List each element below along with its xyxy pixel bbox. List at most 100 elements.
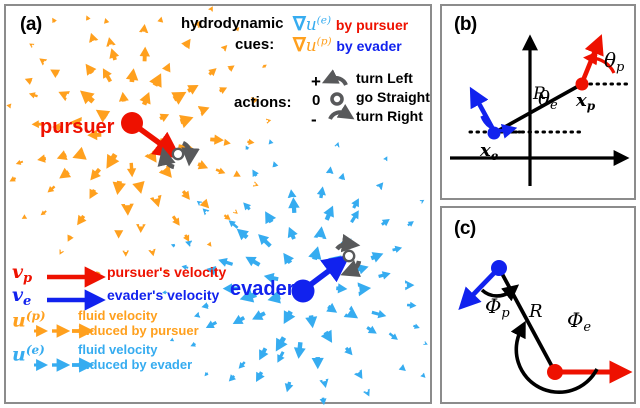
flow-arrow bbox=[338, 172, 346, 181]
flow-arrow bbox=[58, 91, 70, 102]
cues-title-line1: hydrodynamic bbox=[181, 15, 284, 32]
cue-by-evader: by evader bbox=[336, 38, 402, 54]
flow-arrow bbox=[52, 123, 63, 132]
flow-arrow bbox=[371, 310, 387, 319]
flow-arrow bbox=[227, 65, 235, 72]
flow-arrow bbox=[320, 329, 333, 343]
flow-arrow bbox=[125, 68, 139, 83]
flow-arrow bbox=[275, 336, 288, 352]
flow-arrow bbox=[223, 138, 231, 146]
flow-arrow bbox=[163, 270, 168, 275]
flow-arrow bbox=[252, 169, 259, 177]
flow-arrow bbox=[223, 214, 231, 220]
evader-label: evader bbox=[230, 278, 295, 300]
flow-arrow bbox=[197, 106, 210, 117]
flow-arrow bbox=[378, 271, 391, 280]
flow-arrow bbox=[398, 364, 406, 371]
flow-arrow bbox=[220, 45, 228, 52]
flow-arrow bbox=[77, 214, 87, 226]
flow-arrow bbox=[9, 176, 17, 182]
legend-arrows-up-icon bbox=[34, 323, 95, 339]
flow-arrow bbox=[268, 139, 274, 145]
flow-arrow bbox=[205, 320, 218, 328]
flow-arrow bbox=[325, 166, 334, 174]
flow-arrow bbox=[405, 280, 415, 291]
b-xe-sub: e bbox=[490, 149, 499, 164]
legend-row-ue: u(e) bbox=[12, 343, 45, 365]
flow-arrow bbox=[50, 69, 61, 78]
flow-arrow bbox=[208, 6, 213, 12]
flow-arrow bbox=[252, 181, 259, 187]
flow-arrow bbox=[343, 305, 359, 319]
legend-symbol-ve: v bbox=[12, 284, 24, 306]
c-pursuer-dot bbox=[547, 364, 563, 380]
flow-arrow bbox=[104, 18, 110, 24]
flow-arrow bbox=[407, 221, 414, 227]
b-theta-p-symbol: θ bbox=[604, 48, 617, 72]
legend-text-vp: pursuer's velocity bbox=[107, 264, 227, 280]
evader-action-circle bbox=[342, 249, 356, 263]
flow-arrow bbox=[313, 226, 327, 240]
flow-arrow bbox=[239, 288, 257, 303]
flow-arrow bbox=[233, 170, 241, 177]
legend-text-ue-line2: induced by evader bbox=[78, 357, 193, 372]
flow-arrow bbox=[316, 186, 326, 199]
evader-turn-right-arc-icon bbox=[340, 259, 362, 277]
flow-arrow bbox=[132, 181, 145, 194]
panel-c-label: (c) bbox=[454, 218, 476, 239]
flow-arrow bbox=[112, 180, 126, 195]
flow-arrow bbox=[208, 68, 217, 77]
flow-arrow bbox=[334, 142, 340, 148]
cue-symbol-e: u bbox=[305, 15, 317, 35]
legend-symbol-vp-sub: p bbox=[23, 271, 33, 287]
flow-arrow bbox=[206, 241, 212, 247]
action-key-minus: - bbox=[311, 110, 317, 129]
flow-arrow bbox=[185, 240, 193, 247]
evader-velocity-arrow bbox=[304, 254, 351, 291]
flow-arrow bbox=[126, 162, 137, 178]
legend-arrow-vp-icon bbox=[47, 266, 106, 288]
flow-arrow bbox=[381, 219, 390, 227]
legend-arrow-ve-icon bbox=[47, 289, 106, 311]
flow-arrow bbox=[197, 160, 209, 170]
b-distance-label: R bbox=[533, 84, 546, 104]
flow-arrow bbox=[287, 189, 297, 198]
flow-arrow bbox=[228, 220, 239, 229]
flow-arrow bbox=[319, 397, 327, 406]
flow-arrow bbox=[413, 323, 420, 329]
flow-arrow bbox=[109, 48, 120, 61]
flow-arrow bbox=[219, 87, 228, 94]
flow-arrow bbox=[59, 167, 72, 179]
flow-arrow bbox=[67, 234, 74, 242]
panel-a-label: (a) bbox=[20, 14, 42, 35]
flow-arrow bbox=[87, 129, 102, 141]
flow-arrow bbox=[52, 17, 57, 24]
flow-arrow bbox=[6, 103, 12, 109]
legend-row-ve: ve bbox=[12, 284, 31, 309]
flow-arrow bbox=[383, 156, 388, 162]
flow-arrow bbox=[95, 109, 111, 123]
b-theta-e-label: θe bbox=[538, 86, 558, 113]
flow-arrow bbox=[183, 234, 190, 242]
turn-left-arc-icon bbox=[321, 69, 348, 86]
flow-arrow bbox=[263, 272, 279, 284]
action-label-right: turn Right bbox=[356, 108, 423, 124]
flow-arrow bbox=[423, 341, 428, 345]
legend-row-up: u(p) bbox=[12, 309, 46, 331]
legend-row-vp: vp bbox=[12, 261, 32, 286]
b-theta-e-arc bbox=[480, 115, 518, 139]
b-pursuer-heading-arrow bbox=[579, 34, 604, 84]
b-evader-point-label: xe bbox=[480, 140, 498, 163]
flow-arrow bbox=[202, 208, 210, 216]
flow-arrow bbox=[419, 199, 425, 204]
b-xp-sub: p bbox=[586, 99, 596, 114]
flow-arrow bbox=[228, 374, 236, 382]
flow-arrow bbox=[305, 315, 318, 329]
flow-arrow bbox=[122, 250, 129, 257]
flow-arrow bbox=[85, 63, 97, 76]
action-label-straight: go Straight bbox=[356, 89, 430, 105]
flow-arrow bbox=[181, 264, 189, 270]
flow-arrow bbox=[69, 117, 82, 130]
c-distance-label: R bbox=[529, 301, 543, 322]
